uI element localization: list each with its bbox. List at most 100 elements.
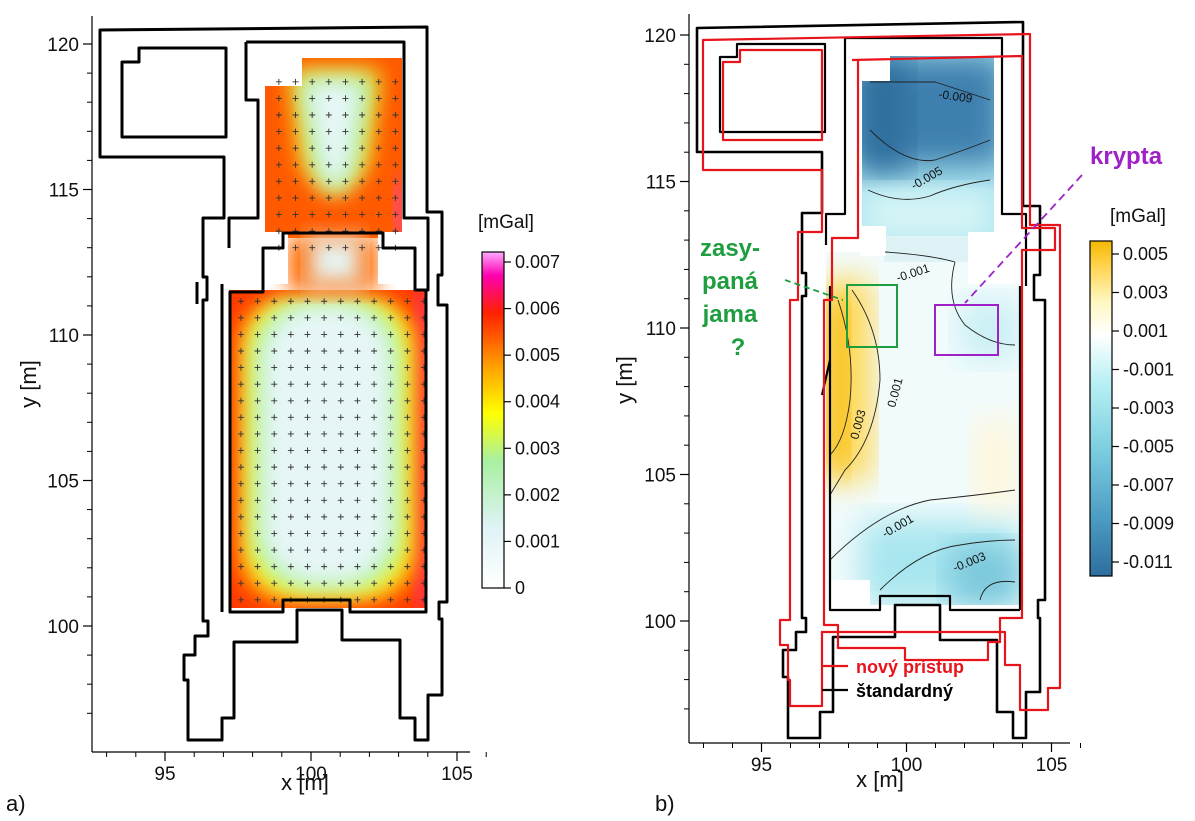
grid-point	[254, 530, 261, 537]
grid-point	[304, 547, 311, 554]
grid-point	[375, 211, 382, 218]
axes-a: 95 100 105 100 105 110 115 120	[47, 16, 487, 785]
grid-point	[337, 563, 344, 570]
grid-point	[292, 78, 299, 85]
crypt-box	[934, 304, 999, 356]
grid-point	[321, 464, 328, 471]
colorbar-label-a-0: 0.007	[515, 252, 560, 272]
grid-point	[404, 397, 411, 404]
grid-point	[254, 397, 261, 404]
grid-point	[342, 145, 349, 152]
pit-box	[846, 284, 898, 348]
grid-point	[387, 580, 394, 587]
grid-point	[271, 348, 278, 355]
grid-point	[371, 530, 378, 537]
grid-point	[254, 298, 261, 305]
colorbar-label-b-8: -0.011	[1123, 552, 1173, 572]
svg-text:-0.009: -0.009	[938, 87, 974, 106]
grid-point	[371, 331, 378, 338]
y-tick-label-a-4: 120	[47, 35, 79, 56]
grid-point	[304, 530, 311, 537]
grid-point	[387, 464, 394, 471]
grid-point	[271, 580, 278, 587]
grid-point	[371, 596, 378, 603]
colorbar-label-a-2: 0.005	[515, 345, 560, 365]
grid-point	[271, 547, 278, 554]
grid-point	[392, 78, 399, 85]
grid-point	[309, 95, 316, 102]
colorbar-label-a-5: 0.002	[515, 485, 560, 505]
grid-point	[387, 530, 394, 537]
grid-point	[404, 580, 411, 587]
grid-point	[292, 161, 299, 168]
grid-point	[287, 480, 294, 487]
grid-point	[354, 314, 361, 321]
grid-point	[354, 547, 361, 554]
grid-point	[271, 480, 278, 487]
grid-point	[354, 430, 361, 437]
grid-point	[354, 397, 361, 404]
grid-point	[271, 464, 278, 471]
grid-point	[359, 145, 366, 152]
grid-point	[392, 228, 399, 235]
grid-point	[359, 112, 366, 119]
x-tick-label-b-2: 105	[1036, 755, 1068, 776]
axes-b: 95 100 105 100 105 110 115 120	[644, 14, 1081, 776]
grid-point	[371, 298, 378, 305]
colorbar-label-a-4: 0.003	[515, 438, 560, 458]
grid-point	[325, 178, 332, 185]
grid-point	[254, 480, 261, 487]
grid-point	[404, 298, 411, 305]
grid-point	[371, 547, 378, 554]
grid-point	[271, 513, 278, 520]
grid-point	[325, 211, 332, 218]
grid-point	[254, 596, 261, 603]
grid-point	[337, 331, 344, 338]
grid-point	[404, 447, 411, 454]
grid-point	[321, 364, 328, 371]
grid-point	[287, 430, 294, 437]
grid-point	[342, 78, 349, 85]
grid-point	[254, 497, 261, 504]
grid-point	[337, 414, 344, 421]
colorbar-label-b-0: 0.005	[1123, 244, 1168, 264]
grid-point	[271, 497, 278, 504]
grid-point	[375, 145, 382, 152]
grid-point	[375, 112, 382, 119]
grid-point	[325, 194, 332, 201]
grid-point	[292, 145, 299, 152]
grid-point	[404, 563, 411, 570]
grid-point	[325, 145, 332, 152]
svg-text:jama: jama	[702, 301, 758, 328]
grid-point	[271, 563, 278, 570]
grid-point	[371, 464, 378, 471]
grid-point	[387, 563, 394, 570]
grid-point	[337, 397, 344, 404]
grid-point	[287, 464, 294, 471]
grid-point	[371, 348, 378, 355]
grid-point	[292, 194, 299, 201]
grid-point	[309, 211, 316, 218]
grid-point	[392, 211, 399, 218]
grid-point	[354, 580, 361, 587]
grid-point	[337, 314, 344, 321]
grid-point	[271, 364, 278, 371]
grid-point	[375, 78, 382, 85]
grid-point	[237, 480, 244, 487]
colorbar-label-a-7: 0	[515, 578, 525, 598]
y-tick-label-a-3: 115	[49, 181, 79, 202]
grid-point	[354, 447, 361, 454]
grid-point	[371, 430, 378, 437]
grid-point	[304, 430, 311, 437]
grid-point	[404, 596, 411, 603]
grid-point	[254, 381, 261, 388]
grid-point	[337, 480, 344, 487]
grid-point	[254, 580, 261, 587]
grid-point	[304, 381, 311, 388]
grid-point	[275, 112, 282, 119]
grid-point	[304, 298, 311, 305]
grid-point	[387, 364, 394, 371]
colorbar-label-b-4: -0.003	[1123, 398, 1174, 418]
pit-leader	[784, 279, 844, 301]
